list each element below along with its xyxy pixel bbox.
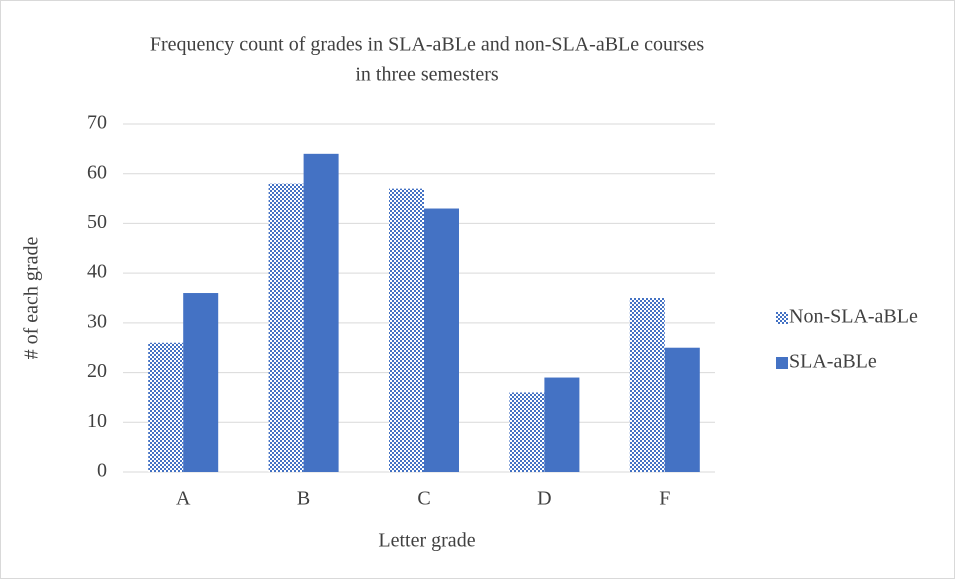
- bar: [303, 153, 339, 473]
- y-tick-label: 30: [87, 310, 107, 332]
- bar: [148, 342, 184, 472]
- legend-swatch: [776, 357, 788, 369]
- bar: [424, 208, 459, 472]
- legend-swatch: [776, 312, 788, 324]
- bar: [389, 188, 424, 472]
- bar: [629, 298, 665, 472]
- y-tick-label: 70: [87, 112, 107, 134]
- y-tick-label: 20: [87, 360, 107, 382]
- x-tick-label: D: [537, 488, 551, 510]
- y-tick-label: 10: [87, 410, 107, 432]
- bar: [544, 377, 580, 472]
- bar: [268, 183, 304, 472]
- x-tick-label: A: [176, 488, 191, 510]
- y-tick-label: 60: [87, 161, 107, 183]
- x-tick-label: B: [297, 488, 310, 510]
- legend-label: Non-SLA-aBLe: [789, 306, 918, 328]
- chart-title: in three semesters: [355, 64, 498, 86]
- x-axis-label: Letter grade: [378, 530, 475, 552]
- y-tick-label: 50: [87, 211, 107, 233]
- y-tick-label: 40: [87, 261, 107, 283]
- x-tick-label: F: [659, 488, 670, 510]
- bar: [183, 293, 219, 472]
- bar: [664, 347, 700, 472]
- legend-label: SLA-aBLe: [789, 351, 877, 373]
- y-axis-label: # of each grade: [21, 237, 43, 360]
- y-tick-label: 0: [97, 460, 107, 482]
- bar: [509, 392, 545, 472]
- chart-title: Frequency count of grades in SLA-aBLe an…: [150, 34, 705, 56]
- x-tick-label: C: [417, 488, 430, 510]
